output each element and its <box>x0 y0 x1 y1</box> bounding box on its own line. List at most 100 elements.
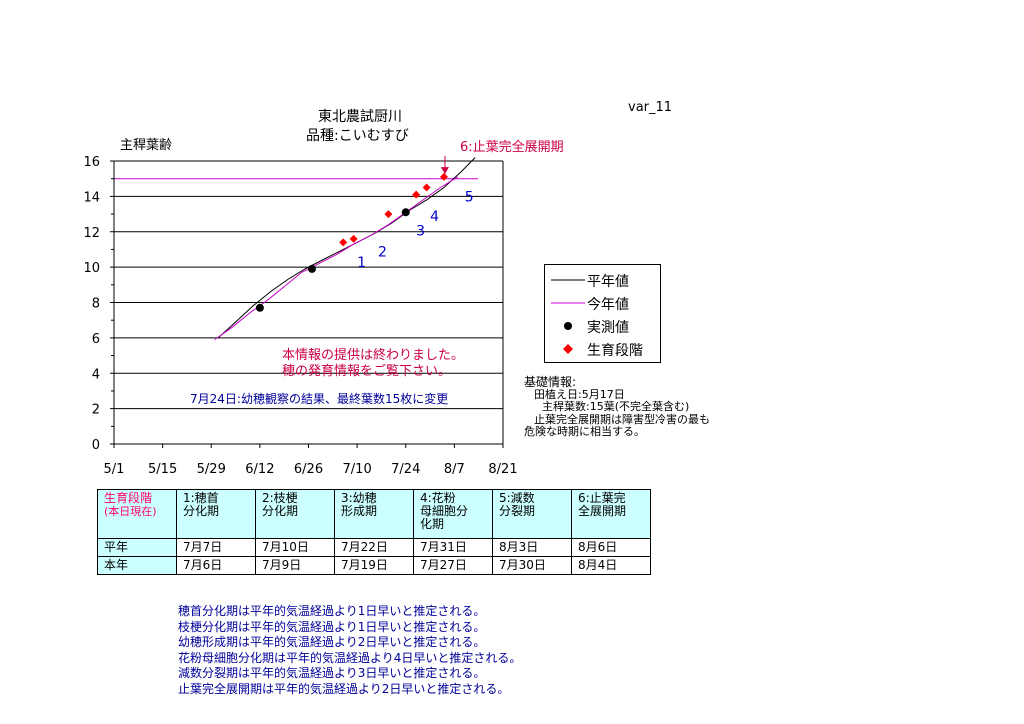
table-cell: 7月19日 <box>334 556 414 575</box>
y-tick-label: 8 <box>92 297 100 312</box>
header-line: 分化期 <box>262 504 299 518</box>
corner-line: 生育段階 <box>104 491 153 505</box>
measured-point <box>307 264 316 273</box>
y-tick-label: 16 <box>83 155 100 170</box>
x-tick-label: 7/24 <box>391 462 420 477</box>
chart-subtitle: 品種:こいむすび <box>306 128 409 144</box>
table-cell: 8月6日 <box>571 538 651 557</box>
info-leaf-count: 主稈葉数:15葉(不完全葉含む) <box>542 400 690 413</box>
series-line <box>214 176 459 341</box>
header-line: 3:幼穂 <box>341 491 377 505</box>
legend-label: 生育段階 <box>587 343 643 359</box>
axes <box>110 160 504 448</box>
table-cell: 7月9日 <box>255 556 335 575</box>
growth-stage-point <box>439 172 448 181</box>
table-row: 本年 7月6日 7月9日 7月19日 7月27日 7月30日 8月4日 <box>97 556 651 575</box>
stage-number-label: 1 <box>357 255 366 271</box>
info-note-line1: 止葉完全展開期は障害型冷害の最も <box>534 412 710 426</box>
header-line: 形成期 <box>341 504 378 518</box>
change-note: 7月24日:幼穂観察の結果、最終葉数15枚に変更 <box>190 392 449 406</box>
header-line: 2:枝梗 <box>262 491 298 505</box>
info-transplant-date: 田植え日:5月17日 <box>534 387 625 401</box>
table-cell: 7月10日 <box>255 538 335 557</box>
stage-number-label: 2 <box>378 245 387 261</box>
header-line: 4:花粉 <box>420 491 456 505</box>
note-line: 穂首分化期は平年的気温経過より1日早いと推定される。 <box>178 604 486 618</box>
growth-stage-point <box>339 238 348 247</box>
basic-info: 基礎情報: 田植え日:5月17日 主稈葉数:15葉(不完全葉含む) 止葉完全展開… <box>524 376 710 439</box>
y-tick-label: 6 <box>92 332 100 347</box>
row-label-normal-year: 平年 <box>97 538 177 557</box>
end-notice-line1: 本情報の提供は終わりました。 <box>282 348 465 363</box>
y-tick-label: 10 <box>83 261 100 276</box>
measured-point <box>401 208 410 217</box>
legend-entry: 平年値 <box>545 267 660 291</box>
series-line <box>217 157 476 339</box>
stage-header-2: 2:枝梗 分化期 <box>255 489 335 539</box>
info-note-line2: 危険な時期に相当する。 <box>524 425 645 438</box>
annotations: 12 34 5 6:止葉完全展開期 <box>357 139 564 271</box>
note-line: 止葉完全展開期は平年的気温経過より2日早いと推定される。 <box>178 681 510 696</box>
legend-dot-icon <box>564 322 572 330</box>
header-line: 1:穂首 <box>183 491 219 505</box>
y-tick-label: 4 <box>92 367 100 382</box>
header-line: 6:止葉完 <box>578 491 626 505</box>
x-tick-label: 5/1 <box>104 462 125 477</box>
corner-line: (本日現在) <box>104 505 157 518</box>
y-tick-label: 0 <box>92 438 100 453</box>
estimate-notes: 穂首分化期は平年的気温経過より1日早いと推定される。 枝梗分化期は平年的気温経過… <box>178 604 521 697</box>
note-line: 幼穂形成期は平年的気温経過より2日早いと推定される。 <box>178 635 486 649</box>
growth-stage-point <box>349 234 358 243</box>
chart-title: 東北農試厨川 <box>318 109 402 125</box>
measured-point <box>255 303 264 312</box>
stage-header-4: 4:花粉 母細胞分 化期 <box>413 489 493 539</box>
stage-header-1: 1:穂首 分化期 <box>176 489 256 539</box>
growth-stage-point <box>384 210 393 219</box>
stage-table: 生育段階 (本日現在) 1:穂首 分化期 2:枝梗 分化期 3:幼穂 形成期 4:花粉… <box>97 489 651 575</box>
header-line: 全展開期 <box>578 504 627 518</box>
table-cell: 7月22日 <box>334 538 414 557</box>
legend-entry: 実測値 <box>545 313 660 337</box>
stage-number-label: 5 <box>465 190 474 206</box>
end-notice-line2: 穂の発育情報をご覧下さい。 <box>282 364 452 379</box>
note-line: 減数分裂期は平年的気温経過より3日早いと推定される。 <box>178 666 486 680</box>
stage-number-label: 4 <box>430 209 439 225</box>
stage-table-corner: 生育段階 (本日現在) <box>97 489 177 539</box>
table-cell: 7月31日 <box>413 538 493 557</box>
series-lines <box>214 157 476 341</box>
header-line: 5:減数 <box>499 491 535 505</box>
y-tick-label: 2 <box>92 403 100 418</box>
stage-header-3: 3:幼穂 形成期 <box>334 489 414 539</box>
table-cell: 7月27日 <box>413 556 493 575</box>
note-line: 枝梗分化期は平年的気温経過より1日早いと推定される。 <box>178 619 486 634</box>
note-line: 花粉母細胞分化期は平年的気温経過より4日早いと推定される。 <box>178 650 522 665</box>
table-cell: 7月7日 <box>176 538 256 557</box>
table-cell: 8月3日 <box>492 538 572 557</box>
legend-label: 平年値 <box>587 274 629 290</box>
header-line: 分裂期 <box>499 504 536 518</box>
x-tick-label: 5/15 <box>148 462 177 477</box>
header-line: 化期 <box>420 517 445 531</box>
stage-header-6: 6:止葉完 全展開期 <box>571 489 651 539</box>
x-tick-label: 8/21 <box>488 462 517 477</box>
y-axis-label: 主稈葉齢 <box>120 138 173 153</box>
table-cell: 7月6日 <box>176 556 256 575</box>
legend-label: 実測値 <box>587 320 629 336</box>
flag-leaf-annotation: 6:止葉完全展開期 <box>460 139 564 155</box>
y-tick-label: 14 <box>83 190 100 205</box>
stage-header-5: 5:減数 分裂期 <box>492 489 572 539</box>
variant-label: var_11 <box>628 100 673 115</box>
table-cell: 8月4日 <box>571 556 651 575</box>
legend-entry: 今年値 <box>545 290 660 314</box>
x-tick-label: 6/12 <box>245 462 274 477</box>
stage-number-label: 3 <box>416 223 425 239</box>
table-cell: 7月30日 <box>492 556 572 575</box>
legend-line-black <box>551 279 585 281</box>
x-tick-label: 8/7 <box>444 462 465 477</box>
row-label-this-year: 本年 <box>97 556 177 575</box>
stage-table-header: 生育段階 (本日現在) 1:穂首 分化期 2:枝梗 分化期 3:幼穂 形成期 4:花粉… <box>97 489 651 539</box>
growth-stage-point <box>412 190 421 199</box>
table-row: 平年 7月7日 7月10日 7月22日 7月31日 8月3日 8月6日 <box>97 538 651 557</box>
